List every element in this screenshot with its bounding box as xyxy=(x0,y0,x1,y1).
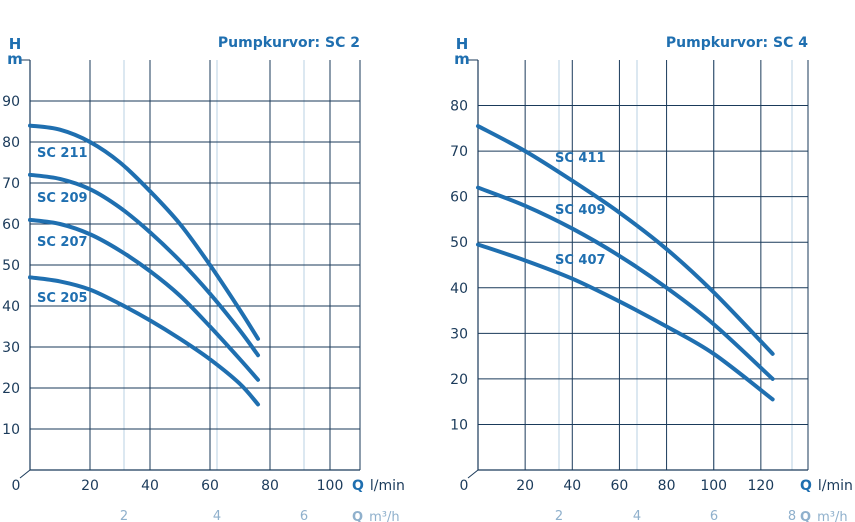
y-tick-label: 90 xyxy=(2,94,20,110)
x2-tick-label: 2 xyxy=(120,509,128,522)
x2-tick-label: 4 xyxy=(633,509,641,522)
x-tick-label: 60 xyxy=(201,478,219,494)
y-axis-label-h: H xyxy=(9,35,22,53)
x2-tick-label: 2 xyxy=(555,509,563,522)
y-tick-label: 50 xyxy=(2,258,20,274)
x-axis-label-unit: l/min xyxy=(818,478,853,494)
x-axis-label-q: Q xyxy=(352,478,364,494)
x-tick-label: 40 xyxy=(563,478,581,494)
series-label: SC 409 xyxy=(555,203,606,218)
x2-tick-label: 6 xyxy=(710,509,718,522)
y-tick-label: 80 xyxy=(450,99,468,115)
x2-axis-label-unit: m³/h xyxy=(369,510,400,522)
x-tick-label: 80 xyxy=(658,478,676,494)
x-tick-label: 0 xyxy=(12,478,21,494)
x-tick-label: 20 xyxy=(81,478,99,494)
y-tick-label: 30 xyxy=(2,340,20,356)
x-tick-label: 20 xyxy=(516,478,534,494)
origin-stub xyxy=(467,469,479,479)
x-tick-label: 120 xyxy=(747,478,774,494)
series-line-sc409 xyxy=(476,185,775,381)
x-tick-label: 40 xyxy=(141,478,159,494)
y-tick-label: 30 xyxy=(450,326,468,342)
y-tick-label: 50 xyxy=(450,235,468,251)
y-tick-label: 20 xyxy=(450,372,468,388)
y-axis-label-unit: m xyxy=(454,50,470,68)
y-tick-label: 10 xyxy=(2,422,20,438)
y-tick-label: 60 xyxy=(450,190,468,206)
series-label: SC 407 xyxy=(555,253,606,268)
series-label: SC 209 xyxy=(37,191,88,206)
series-label: SC 207 xyxy=(37,235,88,250)
x2-tick-label: 6 xyxy=(300,509,308,522)
series-line-sc407 xyxy=(476,242,775,402)
origin-stub xyxy=(19,469,31,479)
series-line-sc207 xyxy=(28,217,260,382)
series-line-sc211 xyxy=(28,123,260,341)
x2-axis-label-unit: m³/h xyxy=(817,510,848,522)
series-label: SC 205 xyxy=(37,291,88,306)
y-tick-label: 70 xyxy=(2,176,20,192)
y-tick-label: 70 xyxy=(450,144,468,160)
x2-tick-label: 4 xyxy=(213,509,221,522)
series-line-sc411 xyxy=(476,124,775,356)
series-label: SC 211 xyxy=(37,146,88,161)
y-tick-label: 80 xyxy=(2,135,20,151)
chart-sc2: 10 20 30 40 50 60 70 80 90 0 20 40 60 80 100 2 4 6 Pumpkur… xyxy=(2,35,405,522)
x-tick-label: 60 xyxy=(611,478,629,494)
x-tick-label: 80 xyxy=(261,478,279,494)
y-tick-label: 10 xyxy=(450,417,468,433)
x2-axis-label-q: Q xyxy=(352,510,363,522)
x-tick-label: 100 xyxy=(700,478,727,494)
x-axis-label-q: Q xyxy=(800,478,812,494)
chart-sc4: 10 20 30 40 50 60 70 80 0 20 40 60 80 100 120 2 4 6 8 Pumpk… xyxy=(450,35,853,522)
chart-title: Pumpkurvor: SC 2 xyxy=(218,35,360,51)
y-tick-label: 60 xyxy=(2,217,20,233)
series-line-sc205 xyxy=(28,275,260,407)
y-axis-label-h: H xyxy=(456,35,469,53)
x-axis-label-unit: l/min xyxy=(370,478,405,494)
series-line-sc209 xyxy=(28,172,260,358)
y-tick-label: 20 xyxy=(2,381,20,397)
y-tick-label: 40 xyxy=(2,299,20,315)
x-tick-label: 0 xyxy=(460,478,469,494)
x2-axis-label-q: Q xyxy=(800,510,811,522)
series-label: SC 411 xyxy=(555,151,606,166)
x2-tick-label: 8 xyxy=(788,509,796,522)
y-axis-label-unit: m xyxy=(7,50,23,68)
chart-title: Pumpkurvor: SC 4 xyxy=(666,35,808,51)
x-tick-label: 100 xyxy=(317,478,344,494)
y-tick-label: 40 xyxy=(450,281,468,297)
